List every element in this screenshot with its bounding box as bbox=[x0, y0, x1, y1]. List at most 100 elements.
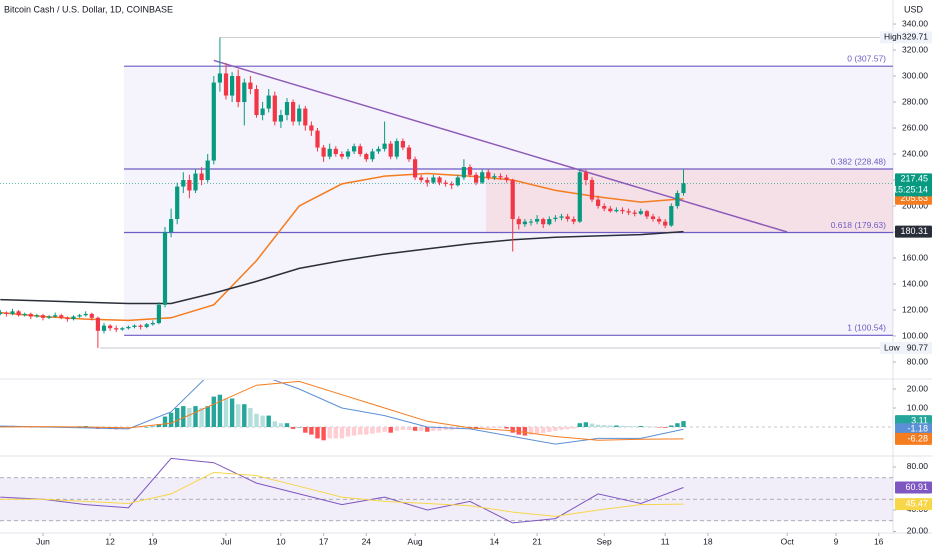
macd-bar bbox=[364, 426, 369, 435]
candle-body bbox=[71, 316, 76, 320]
candle-body bbox=[382, 143, 387, 149]
candle-body bbox=[370, 151, 375, 160]
macd-bar bbox=[382, 426, 387, 432]
candle-body bbox=[254, 89, 259, 116]
y-tick-label: 340.00 bbox=[902, 18, 928, 28]
candle-body bbox=[437, 177, 442, 183]
macd-bar bbox=[217, 394, 223, 427]
candle-body bbox=[211, 82, 216, 161]
macd-bar bbox=[193, 406, 198, 427]
price-tag-text: 217.45 bbox=[900, 174, 928, 184]
macd-bar bbox=[675, 423, 680, 427]
ma-tag-text: 180.31 bbox=[900, 226, 928, 236]
candle-body bbox=[95, 317, 100, 331]
macd-bar bbox=[504, 426, 509, 429]
macd-tag-text: 3.11 bbox=[911, 415, 928, 425]
candle-body bbox=[406, 147, 412, 160]
macd-bar bbox=[297, 426, 302, 428]
candle-body bbox=[400, 141, 405, 148]
trendline bbox=[213, 59, 788, 233]
x-tick-label: 14 bbox=[490, 536, 500, 546]
candle-body bbox=[492, 176, 497, 178]
y-tick-label: 280.00 bbox=[902, 96, 928, 106]
macd-bar bbox=[351, 426, 357, 436]
candle-body bbox=[144, 324, 149, 327]
macd-bar bbox=[278, 423, 284, 427]
macd-bar bbox=[370, 426, 375, 434]
high-tag bbox=[880, 31, 932, 44]
price-tag bbox=[895, 173, 932, 197]
rsi-tag bbox=[895, 498, 932, 511]
macd-bar bbox=[394, 426, 399, 431]
candle-body bbox=[455, 177, 460, 186]
candle-body bbox=[467, 167, 473, 175]
macd-bar bbox=[571, 426, 576, 429]
y-tick-label: 120.00 bbox=[902, 304, 928, 314]
candle-body bbox=[419, 177, 424, 181]
y-tick-label: 300.00 bbox=[902, 70, 928, 80]
candle-body bbox=[486, 172, 491, 178]
macd-bar bbox=[284, 423, 290, 427]
candle-body bbox=[669, 206, 674, 226]
candle-body bbox=[278, 115, 283, 122]
candle-body bbox=[675, 193, 680, 207]
y-tick-label: 80.00 bbox=[907, 461, 929, 471]
candle-body bbox=[297, 108, 302, 122]
macd-bar bbox=[669, 425, 674, 427]
macd-bar bbox=[553, 426, 558, 431]
candle-body bbox=[53, 315, 58, 317]
macd-bar bbox=[419, 426, 424, 431]
macd-bar bbox=[205, 406, 210, 427]
candle-body bbox=[260, 108, 265, 116]
candle-body bbox=[199, 173, 204, 181]
y-tick-label: 320.00 bbox=[902, 44, 928, 54]
y-tick-label: 80.00 bbox=[907, 356, 929, 366]
macd-bar bbox=[388, 426, 393, 433]
candle-body bbox=[303, 108, 308, 126]
candle-body bbox=[83, 313, 88, 316]
candle-body bbox=[650, 216, 656, 220]
x-tick-label: 21 bbox=[532, 536, 542, 546]
macd-tag bbox=[895, 423, 932, 436]
candle-body bbox=[449, 183, 454, 186]
candle-body bbox=[120, 328, 125, 330]
macd-bar bbox=[400, 426, 406, 430]
macd-bar bbox=[333, 426, 338, 439]
macd-bar bbox=[254, 413, 259, 427]
candle-body bbox=[602, 206, 607, 209]
candle-body bbox=[108, 325, 113, 329]
macd-bar bbox=[498, 426, 503, 428]
candle-body bbox=[28, 313, 33, 317]
candle-body bbox=[394, 141, 399, 157]
candle-body bbox=[34, 315, 39, 317]
x-tick-label: Jul bbox=[221, 536, 232, 546]
y-tick-label: 160.00 bbox=[902, 252, 928, 262]
low-label: Low bbox=[884, 342, 900, 352]
candle-body bbox=[230, 76, 235, 96]
x-tick-label: 10 bbox=[276, 536, 286, 546]
x-tick-label: Oct bbox=[781, 536, 795, 546]
candle-body bbox=[205, 160, 210, 181]
candle-body bbox=[156, 304, 161, 324]
candle-body bbox=[291, 102, 296, 122]
macd-bar bbox=[315, 426, 320, 439]
macd-bar bbox=[327, 426, 332, 439]
candle-body bbox=[589, 180, 595, 200]
candle-body bbox=[101, 325, 107, 331]
macd-bar bbox=[534, 426, 540, 434]
candle-body bbox=[59, 315, 64, 318]
macd-bar bbox=[260, 415, 265, 427]
candle-body bbox=[162, 232, 168, 305]
candle-body bbox=[583, 172, 588, 181]
macd-bar bbox=[345, 426, 351, 437]
candle-body bbox=[89, 313, 94, 318]
macd-tag-text: -1.18 bbox=[907, 424, 928, 434]
candle-body bbox=[516, 219, 521, 225]
price-pane: 0 (307.57) 0.382 (228.48) 0.618 (179.63) 1 … bbox=[0, 37, 893, 349]
high-label: High bbox=[884, 32, 902, 42]
candle-body bbox=[345, 151, 351, 157]
macd-bar bbox=[638, 426, 643, 427]
candle-body bbox=[339, 154, 344, 157]
candle-body bbox=[547, 219, 552, 225]
candle-body bbox=[461, 167, 466, 178]
